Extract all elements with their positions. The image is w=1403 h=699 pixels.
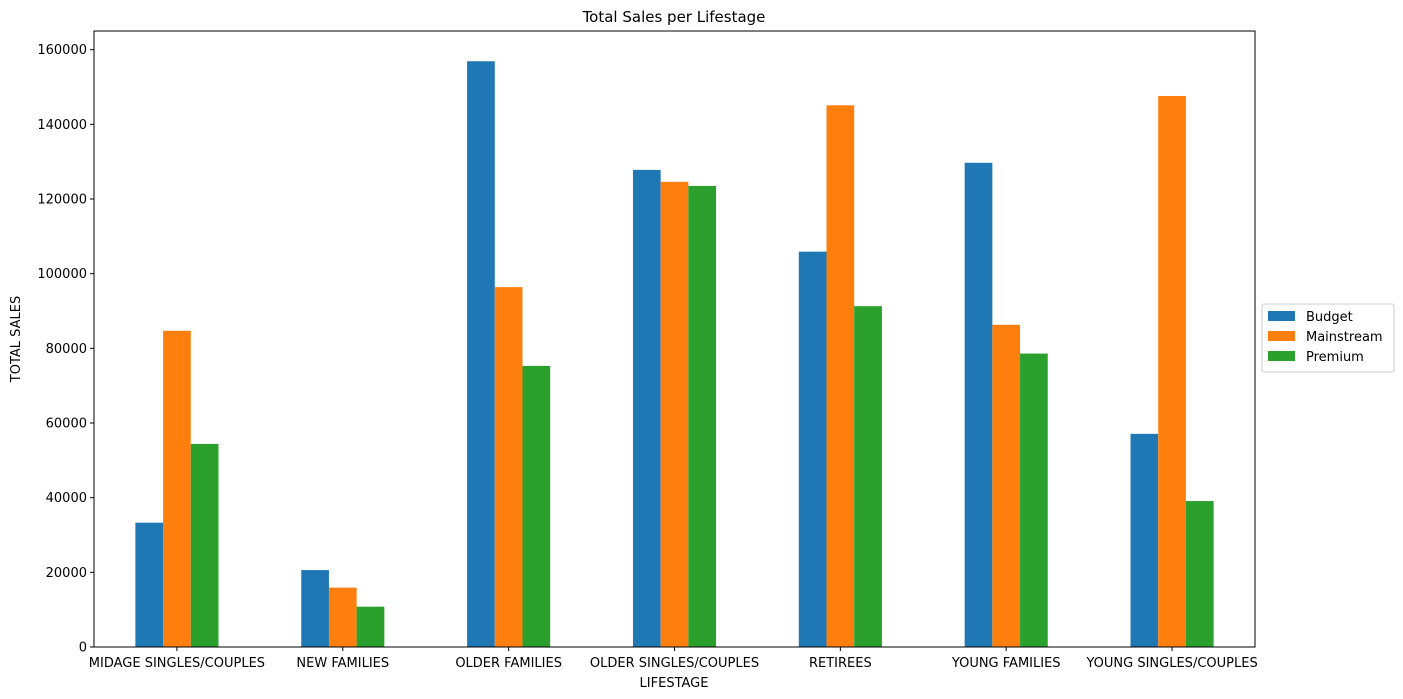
bar-premium-6	[1185, 501, 1214, 647]
legend-label-budget: Budget	[1306, 310, 1353, 325]
y-tick-label: 40000	[46, 491, 87, 506]
bar-budget-5	[964, 162, 993, 648]
y-tick-label: 0	[79, 641, 87, 656]
plot-frame	[93, 30, 1256, 648]
y-tick-label: 140000	[37, 118, 87, 133]
chart-title: Total Sales per Lifestage	[582, 8, 766, 26]
bar-premium-4	[854, 306, 882, 647]
bar-mainstream-1	[328, 587, 357, 647]
y-tick-label: 160000	[37, 43, 87, 58]
bar-budget-2	[467, 61, 495, 648]
y-tick-label: 60000	[46, 417, 87, 432]
y-tick-label: 80000	[46, 342, 87, 357]
legend-swatch-mainstream	[1268, 331, 1295, 341]
y-tick-label: 100000	[37, 267, 87, 282]
bar-budget-6	[1130, 433, 1159, 647]
y-axis: 0 20000 40000 60000 80000 100000 120000 140000 1…	[37, 43, 94, 656]
legend-swatch-premium	[1268, 351, 1295, 361]
bar-budget-3	[632, 169, 661, 647]
bar-budget-0	[135, 522, 164, 647]
x-tick-label: OLDER SINGLES/COUPLES	[590, 656, 759, 671]
bar-budget-1	[301, 570, 329, 647]
x-tick-label: NEW FAMILIES	[296, 656, 389, 671]
x-axis: MIDAGE SINGLES/COUPLES NEW FAMILIES OLDER …	[89, 647, 1258, 671]
y-axis-label: TOTAL SALES	[9, 296, 24, 383]
bar-mainstream-4	[826, 105, 855, 648]
x-tick-label: YOUNG FAMILIES	[951, 656, 1061, 671]
bar-mainstream-6	[1158, 95, 1186, 647]
x-tick-label: MIDAGE SINGLES/COUPLES	[89, 656, 265, 671]
bar-premium-1	[356, 606, 385, 647]
x-tick-label: RETIREES	[809, 656, 872, 671]
bar-premium-3	[688, 185, 717, 647]
bar-premium-0	[190, 443, 219, 647]
x-axis-label: LIFESTAGE	[640, 676, 709, 691]
x-tick-label: OLDER FAMILIES	[455, 656, 562, 671]
x-tick-label: YOUNG SINGLES/COUPLES	[1085, 656, 1257, 671]
bar-mainstream-3	[660, 181, 689, 647]
legend-label-mainstream: Mainstream	[1306, 330, 1383, 345]
legend: Budget Mainstream Premium	[1261, 303, 1395, 373]
y-tick-label: 120000	[37, 193, 87, 208]
legend-label-premium: Premium	[1306, 350, 1364, 365]
bar-premium-5	[1020, 353, 1048, 647]
bar-budget-4	[798, 251, 827, 647]
bar-mainstream-2	[494, 287, 523, 647]
y-tick-label: 20000	[46, 566, 87, 581]
bar-mainstream-0	[163, 330, 191, 647]
bar-premium-2	[522, 365, 551, 647]
bars-group	[135, 61, 1214, 648]
bar-mainstream-5	[992, 324, 1021, 647]
legend-swatch-budget	[1268, 311, 1295, 321]
